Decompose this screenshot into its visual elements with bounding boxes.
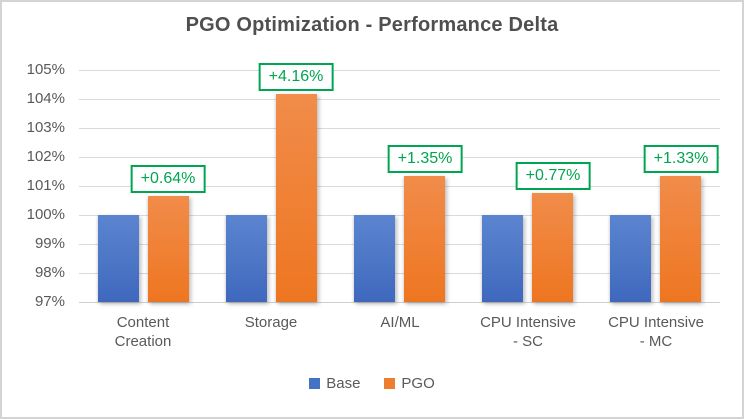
- delta-label: +1.35%: [387, 145, 463, 173]
- bar-pgo: [532, 193, 573, 302]
- bar-base: [98, 215, 139, 302]
- y-axis-tick-label: 103%: [26, 119, 65, 136]
- legend-item: Base: [309, 375, 360, 392]
- gridline: [79, 215, 720, 216]
- y-axis-tick-label: 102%: [26, 148, 65, 165]
- y-axis-tick-label: 99%: [34, 235, 65, 252]
- delta-label: +1.33%: [643, 145, 719, 173]
- gridline: [79, 302, 720, 303]
- bar-pgo: [660, 176, 701, 302]
- x-axis-category-label: CPU Intensive - MC: [608, 314, 704, 350]
- legend-label: Base: [326, 375, 361, 392]
- x-axis-category-label: AI/ML: [380, 314, 420, 331]
- legend-label: PGO: [401, 375, 435, 392]
- y-axis-tick-label: 97%: [34, 293, 65, 310]
- bar-pgo: [148, 196, 189, 302]
- legend: Base PGO: [2, 375, 742, 392]
- y-axis-tick-label: 105%: [26, 61, 65, 78]
- y-axis-tick-label: 101%: [26, 177, 65, 194]
- bar-pgo: [404, 176, 445, 302]
- x-axis-category-label: Content Creation: [114, 314, 172, 350]
- gridline: [79, 186, 720, 187]
- bar-pgo: [276, 94, 317, 302]
- bar-base: [610, 215, 651, 302]
- x-axis-category-label: CPU Intensive - SC: [480, 314, 576, 350]
- x-axis-category-label: Storage: [244, 314, 298, 331]
- delta-label: +0.77%: [515, 162, 591, 190]
- gridline: [79, 273, 720, 274]
- bar-base: [226, 215, 267, 302]
- legend-item: PGO: [384, 375, 435, 392]
- legend-swatch-base: [309, 378, 321, 389]
- gridline: [79, 99, 720, 100]
- delta-label: +0.64%: [130, 165, 206, 193]
- delta-label: +4.16%: [258, 63, 334, 91]
- y-axis-tick-label: 98%: [34, 264, 65, 281]
- chart-title: PGO Optimization - Performance Delta: [185, 14, 559, 36]
- y-axis-tick-label: 104%: [26, 90, 65, 107]
- gridline: [79, 70, 720, 71]
- gridline: [79, 128, 720, 129]
- bar-base: [354, 215, 395, 302]
- legend-swatch-pgo: [384, 378, 396, 389]
- y-axis-tick-label: 100%: [26, 206, 65, 223]
- gridline: [79, 244, 720, 245]
- bar-base: [482, 215, 523, 302]
